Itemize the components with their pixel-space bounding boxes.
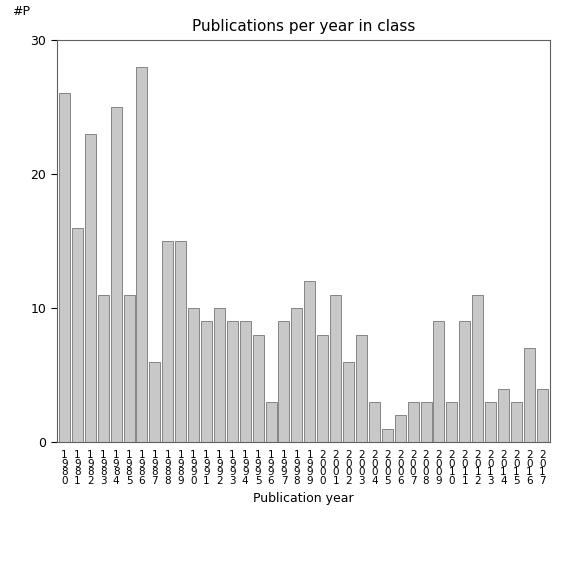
Bar [304, 281, 315, 442]
Bar [188, 308, 199, 442]
Bar [214, 308, 225, 442]
Text: #P: #P [12, 5, 30, 18]
Bar [511, 402, 522, 442]
Bar [278, 321, 290, 442]
Bar [175, 241, 186, 442]
Bar [137, 66, 147, 442]
Bar [201, 321, 212, 442]
Bar [485, 402, 496, 442]
Bar [369, 402, 380, 442]
Bar [408, 402, 418, 442]
Bar [162, 241, 174, 442]
Title: Publications per year in class: Publications per year in class [192, 19, 415, 35]
Bar [124, 295, 134, 442]
Bar [72, 227, 83, 442]
Bar [85, 134, 96, 442]
Bar [59, 94, 70, 442]
Bar [291, 308, 302, 442]
Bar [265, 402, 277, 442]
Bar [433, 321, 445, 442]
Bar [472, 295, 483, 442]
Bar [149, 362, 160, 442]
Bar [537, 388, 548, 442]
Bar [421, 402, 431, 442]
Bar [330, 295, 341, 442]
Bar [382, 429, 393, 442]
Bar [253, 335, 264, 442]
Bar [446, 402, 458, 442]
Bar [98, 295, 109, 442]
Bar [240, 321, 251, 442]
Bar [395, 416, 405, 442]
Bar [524, 348, 535, 442]
Bar [459, 321, 470, 442]
Bar [317, 335, 328, 442]
X-axis label: Publication year: Publication year [253, 492, 354, 505]
Bar [343, 362, 354, 442]
Bar [227, 321, 238, 442]
Bar [111, 107, 121, 442]
Bar [498, 388, 509, 442]
Bar [356, 335, 367, 442]
